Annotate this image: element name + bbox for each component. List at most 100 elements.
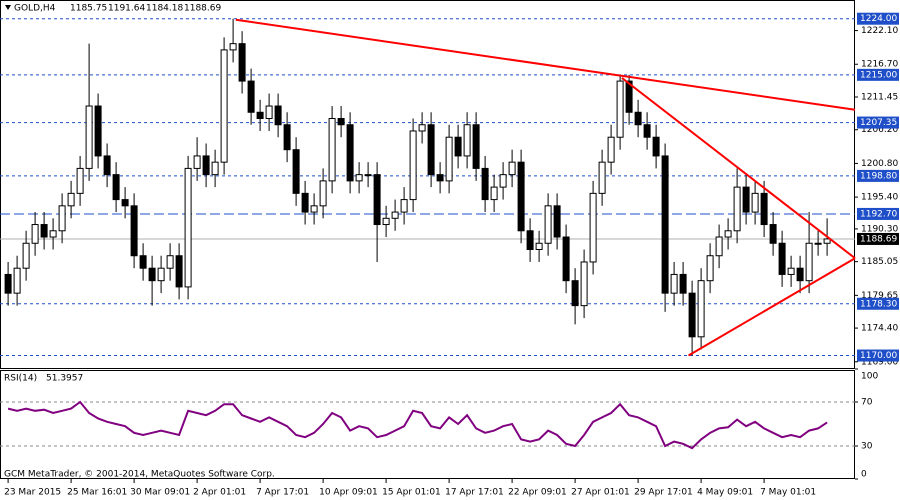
footer: GCM MetaTrader, © 2001-2014, MetaQuotes … xyxy=(4,470,275,480)
candle-body xyxy=(571,280,579,307)
candle-body xyxy=(166,255,174,269)
level-label-box xyxy=(857,68,899,81)
level-label: 1224.00 xyxy=(860,14,897,24)
x-tick-label: 7 Apr 17:01 xyxy=(256,488,309,498)
candle-body xyxy=(463,124,471,157)
candle-body xyxy=(535,242,543,250)
candle-body xyxy=(661,155,669,294)
candle-body xyxy=(418,124,426,132)
candle-body xyxy=(85,105,93,169)
ohlc-value: 1188.69 xyxy=(184,4,221,14)
candle-body xyxy=(409,130,417,201)
level-label: 1207.35 xyxy=(860,118,897,128)
candle-body xyxy=(742,186,750,213)
candle-body xyxy=(319,180,327,207)
menu-triangle[interactable] xyxy=(5,5,11,10)
rsi-tick-label: 100 xyxy=(861,372,878,382)
candle-body xyxy=(112,174,120,201)
x-tick-label: 15 Apr 01:01 xyxy=(382,488,441,498)
candle-body xyxy=(238,43,246,82)
candle-body xyxy=(814,242,822,245)
candle-body xyxy=(175,255,183,288)
candle-body xyxy=(607,136,615,163)
candle-body xyxy=(526,230,534,250)
candle-body xyxy=(157,267,165,282)
candle-body xyxy=(364,174,372,177)
candle-body xyxy=(733,186,741,232)
candle-body xyxy=(445,136,453,182)
level-label: 1178.30 xyxy=(860,299,897,309)
level-label-box xyxy=(857,297,899,310)
candle-body xyxy=(517,161,525,232)
candle-body xyxy=(598,161,606,194)
candle-body xyxy=(562,236,570,282)
candle-body xyxy=(373,174,381,226)
candle-body xyxy=(31,224,39,244)
candle-body xyxy=(715,236,723,257)
candle-body xyxy=(625,80,633,113)
y-tick-label: 1185.05 xyxy=(861,257,898,267)
candle-body xyxy=(229,43,237,51)
x-tick-label: 27 Apr 01:01 xyxy=(571,488,630,498)
candle-body xyxy=(247,80,255,113)
level-label-box xyxy=(857,169,899,182)
rsi-value: 51.3957 xyxy=(46,374,83,384)
trend-line xyxy=(235,18,856,111)
candle-body xyxy=(823,238,831,244)
candle-body xyxy=(301,192,309,213)
candle-body xyxy=(256,111,264,120)
candle-body xyxy=(724,230,732,238)
candle-body xyxy=(346,124,354,182)
candle-body xyxy=(328,118,336,182)
candle-body xyxy=(805,242,813,282)
candle-body xyxy=(580,261,588,307)
rsi-name: RSI(14) xyxy=(4,374,37,384)
y-tick-label: 1190.30 xyxy=(861,224,898,234)
x-tick-label: 30 Mar 09:01 xyxy=(130,488,190,498)
x-tick-label: 23 Mar 2015 xyxy=(4,488,61,498)
candle-body xyxy=(391,211,399,219)
candle-body xyxy=(679,273,687,294)
ohlc-value: 1191.64 xyxy=(108,4,145,14)
candle-body xyxy=(553,205,561,238)
candle-body xyxy=(472,124,480,169)
candle-body xyxy=(283,124,291,151)
candle-body xyxy=(787,267,795,275)
rsi-panel xyxy=(0,370,855,479)
candle-body xyxy=(481,167,489,201)
candle-body xyxy=(265,105,273,120)
x-tick-label: 4 May 09:01 xyxy=(697,488,753,498)
candle-body xyxy=(643,124,651,138)
current-price-label: 1188.69 xyxy=(860,234,897,244)
y-tick-label: 1200.80 xyxy=(861,159,898,169)
y-tick-label: 1174.40 xyxy=(861,324,898,334)
candle-body xyxy=(688,292,696,338)
ohlc-value: 1184.18 xyxy=(146,4,183,14)
candle-body xyxy=(184,167,192,288)
candle-body xyxy=(274,105,282,126)
candle-body xyxy=(49,230,57,238)
level-label-box xyxy=(857,116,899,129)
x-tick-label: 29 Apr 17:01 xyxy=(634,488,693,498)
level-label: 1198.80 xyxy=(860,171,897,181)
candle-body xyxy=(139,255,147,269)
candle-body xyxy=(454,136,462,157)
candle-body xyxy=(490,186,498,201)
candle-body xyxy=(508,161,516,176)
candle-body xyxy=(193,155,201,169)
candle-body xyxy=(67,192,75,207)
rsi-tick-label: 70 xyxy=(861,398,873,408)
y-tick-label: 1216.70 xyxy=(861,60,898,70)
level-label: 1215.00 xyxy=(860,70,897,80)
candle-body xyxy=(427,124,435,176)
trend-line xyxy=(687,257,856,357)
candle-body xyxy=(706,255,714,282)
candle-body xyxy=(148,267,156,282)
trend-line xyxy=(621,77,856,260)
candle-body xyxy=(103,155,111,176)
x-tick-label: 10 Apr 09:01 xyxy=(319,488,378,498)
candle-body xyxy=(292,149,300,194)
candle-body xyxy=(382,217,390,226)
rsi-tick-label: 0 xyxy=(861,470,867,480)
x-tick-label: 7 May 01:01 xyxy=(760,488,816,498)
